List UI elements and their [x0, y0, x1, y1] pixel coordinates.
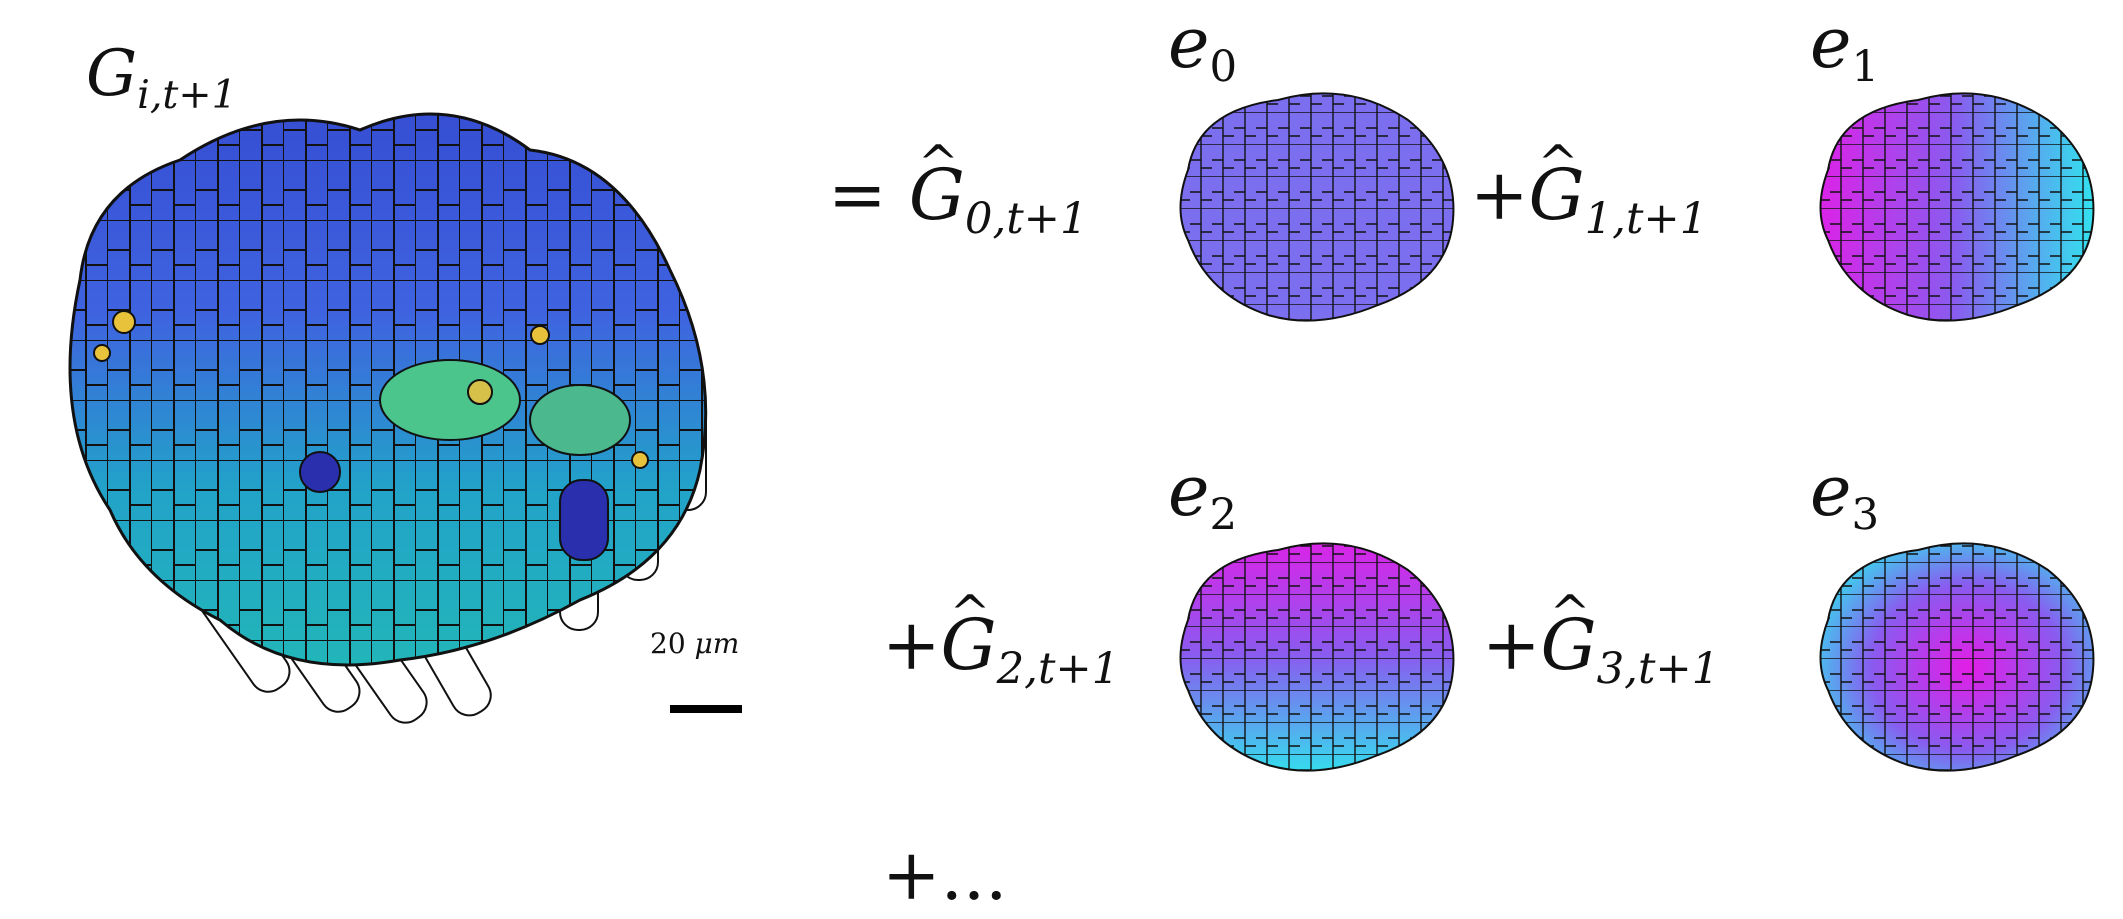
- cell-mesh: [70, 114, 706, 665]
- main-label: Gi,t+1: [86, 37, 237, 118]
- continuation-ellipsis: +...: [882, 834, 1008, 916]
- term-1-coefficient: +G1,t+1: [1470, 139, 1707, 240]
- term-0-basis-label: e0: [1168, 2, 1238, 92]
- scale-bar: [670, 705, 742, 713]
- term-0-coefficient: = G0,t+1: [828, 139, 1088, 240]
- term-2-basis-label: e2: [1168, 450, 1238, 540]
- term-0-basis-image: [1168, 80, 1458, 330]
- term-3-basis-label: e3: [1810, 450, 1880, 540]
- main-figure: Gi,t+1 20 μm: [20, 40, 780, 760]
- term-3-basis-image: [1808, 530, 2098, 780]
- term-2-coefficient: +G2,t+1: [882, 589, 1119, 690]
- term-1-basis-image: [1808, 80, 2098, 330]
- scale-bar-label: 20 μm: [650, 627, 740, 660]
- term-1-basis-label: e1: [1810, 2, 1880, 92]
- term-2-basis-image: [1168, 530, 1458, 780]
- main-tissue-image: [68, 112, 742, 724]
- term-3-coefficient: +G3,t+1: [1482, 589, 1719, 690]
